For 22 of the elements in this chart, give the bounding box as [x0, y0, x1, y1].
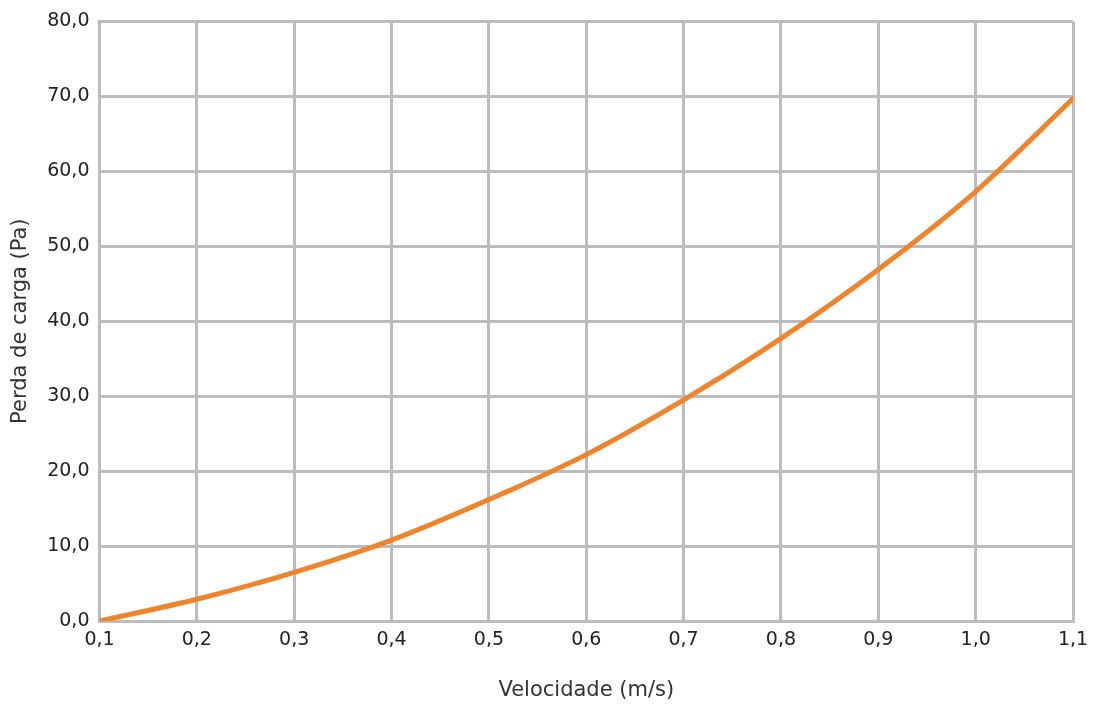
y-axis-title: Perda de carga (Pa) [7, 218, 32, 424]
x-tick-label: 0,7 [668, 627, 699, 650]
x-tick-label: 0,1 [84, 627, 115, 650]
y-tick-label: 40,0 [47, 308, 90, 331]
x-tick-label: 1,1 [1057, 627, 1089, 650]
y-tick-label: 80,0 [47, 8, 90, 31]
x-tick-label: 0,2 [181, 627, 212, 650]
y-tick-label: 10,0 [47, 532, 90, 555]
x-tick-label: 1,0 [960, 627, 991, 650]
x-tick-label: 0,4 [376, 627, 407, 650]
y-tick-label: 20,0 [47, 458, 90, 481]
y-tick-label: 30,0 [47, 383, 90, 406]
x-tick-label: 0,5 [473, 627, 505, 650]
x-tick-label: 0,8 [765, 627, 797, 650]
x-axis-title: Velocidade (m/s) [498, 676, 675, 701]
y-tick-label: 0,0 [59, 607, 90, 630]
y-tick-label: 50,0 [47, 233, 90, 256]
x-tick-label: 0,3 [279, 627, 310, 650]
y-tick-label: 70,0 [47, 83, 90, 106]
x-tick-label: 0,6 [571, 627, 602, 650]
x-tick-label: 0,9 [863, 627, 894, 650]
y-tick-label: 60,0 [47, 158, 90, 181]
